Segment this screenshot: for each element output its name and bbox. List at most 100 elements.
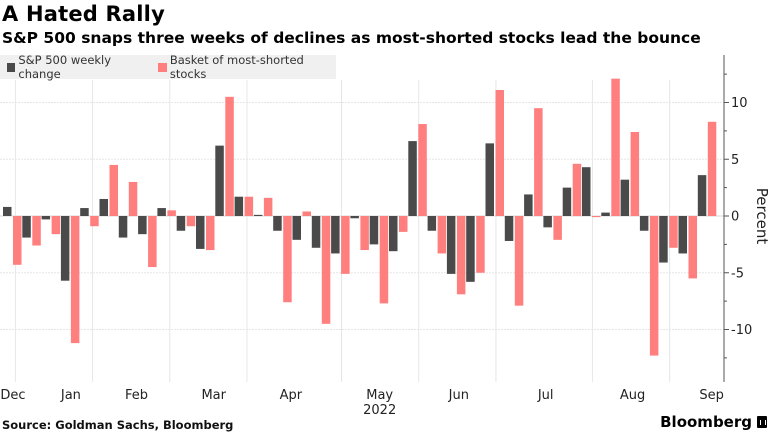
bar-basket xyxy=(263,197,273,216)
x-tick-label: Jul xyxy=(537,388,554,403)
bar-sp500 xyxy=(350,216,359,219)
bar-sp500 xyxy=(118,216,128,238)
bar-sp500 xyxy=(466,216,475,282)
bar-basket xyxy=(514,216,524,306)
x-tick-label: Dec xyxy=(0,388,25,403)
bars xyxy=(3,78,717,356)
bar-sp500 xyxy=(215,145,224,216)
bar-basket xyxy=(379,216,389,304)
bar-basket xyxy=(707,121,717,216)
bar-basket xyxy=(109,164,118,216)
bar-basket xyxy=(630,132,640,216)
chart-subtitle: S&P 500 snaps three weeks of declines as… xyxy=(2,29,701,47)
bar-basket xyxy=(90,216,99,227)
bar-sp500 xyxy=(659,216,668,263)
y-axis: 10 5 0 -5 -10 xyxy=(723,55,752,382)
bar-sp500 xyxy=(60,216,70,281)
bar-sp500 xyxy=(253,214,263,216)
bar-basket xyxy=(649,216,659,356)
bar-sp500 xyxy=(697,175,707,216)
bloomberg-terminal-icon xyxy=(757,416,767,428)
bar-sp500 xyxy=(620,179,630,216)
bar-sp500 xyxy=(543,216,552,228)
bar-sp500 xyxy=(601,212,610,216)
bar-basket xyxy=(148,216,157,268)
bar-basket xyxy=(167,210,176,216)
x-tick-label: Feb xyxy=(125,388,148,403)
bar-sp500 xyxy=(485,143,494,216)
chart-title: A Hated Rally xyxy=(2,2,165,26)
x-axis: Dec Jan Feb Mar Apr May Jun Jul Aug Sep 2022 xyxy=(0,388,723,418)
x-tick-label: Apr xyxy=(280,388,303,403)
bar-basket xyxy=(572,163,582,216)
bar-basket xyxy=(495,90,504,216)
bar-sp500 xyxy=(80,208,89,216)
bar-sp500 xyxy=(157,208,166,216)
bar-basket xyxy=(669,216,678,248)
bar-basket xyxy=(302,211,311,216)
bar-basket xyxy=(360,216,369,251)
bar-sp500 xyxy=(22,216,31,238)
bar-basket xyxy=(51,216,61,235)
bar-basket xyxy=(553,216,562,240)
bar-basket xyxy=(13,216,22,265)
bar-sp500 xyxy=(138,216,147,235)
bar-sp500 xyxy=(196,216,205,249)
bar-basket xyxy=(418,124,427,216)
x-tick-label: Mar xyxy=(201,388,226,403)
bar-sp500 xyxy=(678,216,687,254)
bar-basket xyxy=(32,216,41,246)
source-note: Source: Goldman Sachs, Bloomberg xyxy=(2,418,234,432)
y-tick-label: 5 xyxy=(731,153,739,168)
bar-basket xyxy=(534,108,543,216)
bar-basket xyxy=(321,216,331,324)
bar-sp500 xyxy=(234,196,244,216)
bar-sp500 xyxy=(446,216,456,274)
bar-sp500 xyxy=(99,198,108,216)
bar-sp500 xyxy=(639,216,649,231)
legend-label-basket: Basket of most-shorted stocks xyxy=(169,53,304,81)
bar-basket xyxy=(283,216,292,303)
bar-sp500 xyxy=(292,216,301,240)
legend-item-basket: Basket of most-shorted stocks xyxy=(158,53,332,81)
bar-sp500 xyxy=(504,216,514,241)
x-tick-label: Jun xyxy=(448,388,469,403)
bar-sp500 xyxy=(582,167,591,216)
bar-sp500 xyxy=(408,141,417,216)
x-tick-label: May xyxy=(366,388,393,403)
bar-sp500 xyxy=(41,216,51,220)
bar-sp500 xyxy=(524,194,533,216)
brand-name: Bloomberg xyxy=(660,413,752,431)
bar-basket xyxy=(70,216,80,344)
bar-basket xyxy=(476,216,485,273)
bar-basket xyxy=(437,216,447,254)
bar-sp500 xyxy=(311,216,321,248)
bar-basket xyxy=(128,181,138,216)
bar-basket xyxy=(592,216,601,218)
bar-sp500 xyxy=(369,216,379,245)
x-tick-label: Sep xyxy=(699,388,724,403)
y-tick-label: 0 xyxy=(731,210,739,225)
legend-swatch-basket xyxy=(158,62,167,72)
bloomberg-logo: Bloomberg xyxy=(660,413,767,431)
bar-basket xyxy=(341,216,350,274)
bar-sp500 xyxy=(273,216,282,231)
bar-basket xyxy=(611,78,620,216)
bar-sp500 xyxy=(176,216,186,231)
legend: S&P 500 weekly change Basket of most-sho… xyxy=(0,53,336,81)
y-tick-label: -5 xyxy=(731,266,744,281)
bar-basket xyxy=(206,216,215,251)
legend-swatch-sp500 xyxy=(7,62,16,72)
bar-sp500 xyxy=(427,216,437,231)
bar-basket xyxy=(225,96,234,216)
bar-sp500 xyxy=(331,216,340,254)
x-year-label: 2022 xyxy=(363,403,396,418)
bar-basket xyxy=(186,216,196,227)
legend-label-sp500: S&P 500 weekly change xyxy=(18,53,112,81)
bar-sp500 xyxy=(3,206,12,216)
x-tick-label: Aug xyxy=(620,388,645,403)
x-tick-label: Jan xyxy=(60,388,81,403)
y-axis-label: Percent xyxy=(753,188,771,245)
y-tick-label: -10 xyxy=(731,323,752,338)
